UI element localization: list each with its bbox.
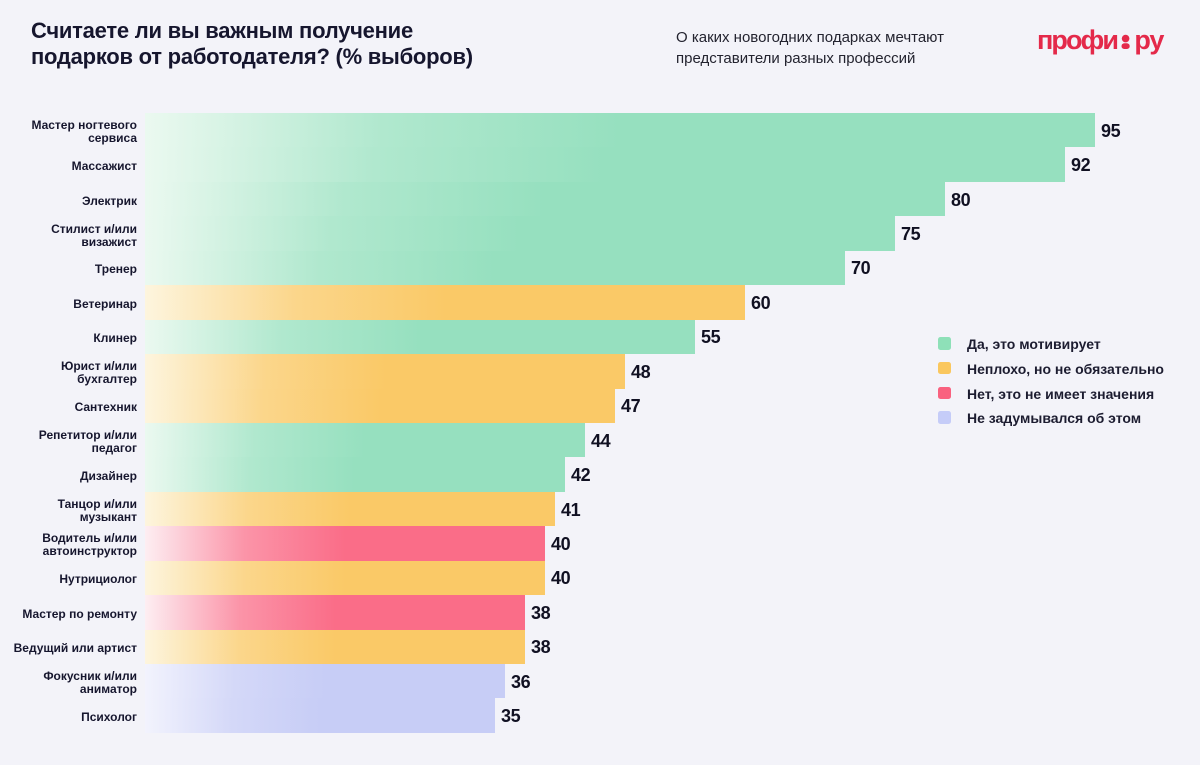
svg-text:профи: профи: [1037, 25, 1117, 55]
svg-text:ру: ру: [1134, 25, 1164, 55]
